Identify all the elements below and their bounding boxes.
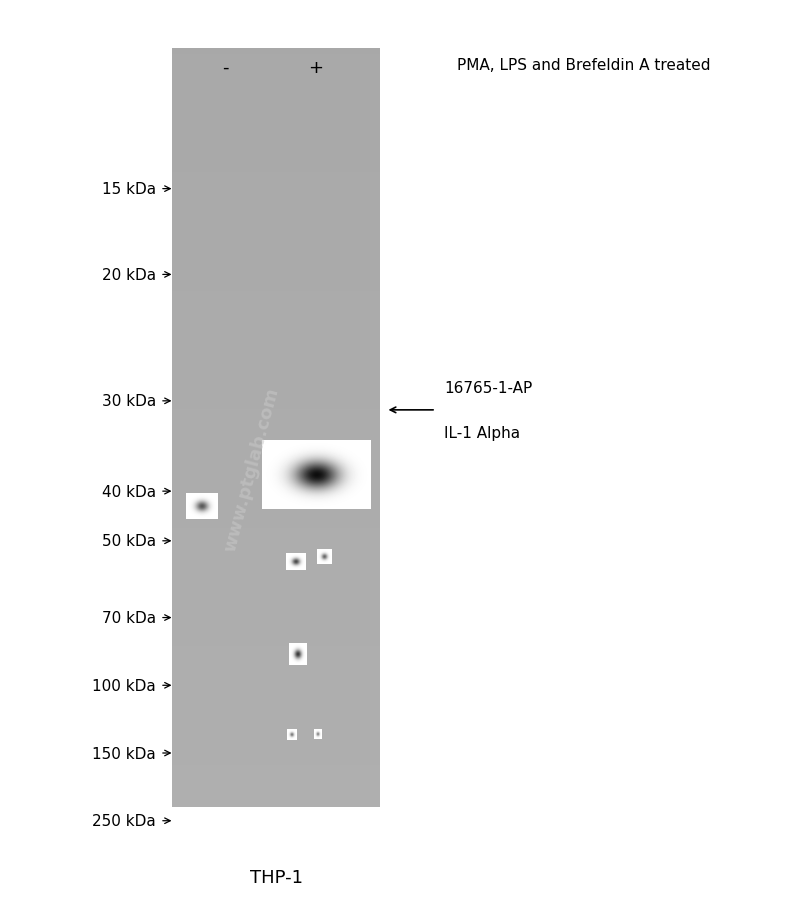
Text: 50 kDa: 50 kDa: [102, 534, 156, 548]
Text: 70 kDa: 70 kDa: [102, 611, 156, 625]
Text: 15 kDa: 15 kDa: [102, 182, 156, 197]
Text: +: +: [309, 59, 323, 77]
Text: -: -: [222, 59, 229, 77]
Text: 30 kDa: 30 kDa: [102, 394, 156, 409]
Text: 16765-1-AP: 16765-1-AP: [444, 381, 532, 395]
Text: 250 kDa: 250 kDa: [92, 814, 156, 828]
Text: PMA, LPS and Brefeldin A treated: PMA, LPS and Brefeldin A treated: [458, 58, 710, 72]
Text: THP-1: THP-1: [250, 868, 302, 886]
Text: 40 kDa: 40 kDa: [102, 484, 156, 499]
Text: 20 kDa: 20 kDa: [102, 268, 156, 282]
Text: 150 kDa: 150 kDa: [92, 746, 156, 760]
Text: www.ptglab.com: www.ptglab.com: [222, 385, 282, 553]
Text: 100 kDa: 100 kDa: [92, 678, 156, 693]
Text: IL-1 Alpha: IL-1 Alpha: [444, 426, 520, 440]
